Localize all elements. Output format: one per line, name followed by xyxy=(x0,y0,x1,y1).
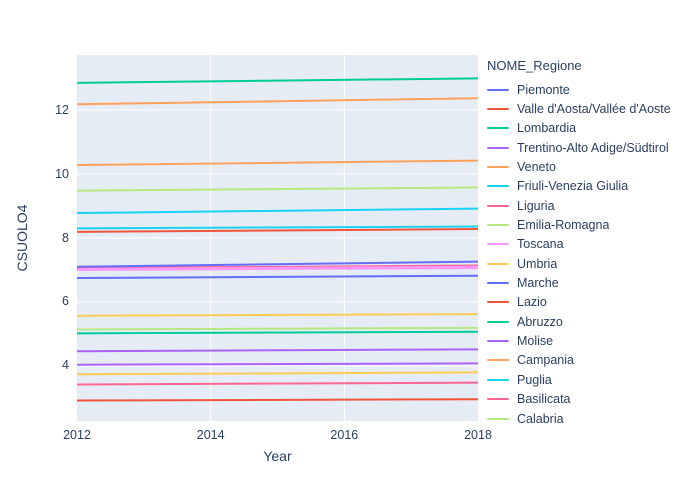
legend-item-label: Piemonte xyxy=(517,82,570,97)
trace-line-liguria[interactable] xyxy=(77,264,478,270)
legend-item-basilicata[interactable]: Basilicata xyxy=(487,390,697,409)
legend-item-label: Umbria xyxy=(517,256,558,271)
legend-item-calabria[interactable]: Calabria xyxy=(487,409,697,428)
trace-line-emilia-romagna[interactable] xyxy=(77,186,478,192)
legend-item-veneto[interactable]: Veneto xyxy=(487,157,697,176)
legend-swatch-line xyxy=(487,340,509,343)
y-axis-title: CSUOLO4 xyxy=(14,204,30,272)
trace-line-lazio[interactable] xyxy=(77,228,478,233)
x-tick-label-2014: 2014 xyxy=(196,428,225,442)
y-tick-label-12: 12 xyxy=(55,102,69,117)
legend-item-label: Friuli-Venezia Giulia xyxy=(517,179,629,194)
legend-swatch-line xyxy=(487,282,509,285)
legend-item-puglia[interactable]: Puglia xyxy=(487,370,697,389)
legend-item-label: Campania xyxy=(517,353,574,368)
legend-swatch-line xyxy=(487,301,509,304)
legend-item-campania[interactable]: Campania xyxy=(487,351,697,370)
legend-swatch-line xyxy=(487,243,509,246)
trace-line-campania[interactable] xyxy=(77,159,478,167)
legend-item-trentino-alto-adige-s-dtirol[interactable]: Trentino-Alto Adige/Südtirol xyxy=(487,138,697,157)
legend-item-label: Emilia-Romagna xyxy=(517,218,610,233)
x-tick-label-2018: 2018 xyxy=(464,428,492,442)
trace-line-unlabeled-18[interactable] xyxy=(77,267,478,271)
legend-title: NOME_Regione xyxy=(487,58,582,73)
legend-swatch-line xyxy=(487,224,509,227)
legend-swatch-line xyxy=(487,378,509,381)
trace-line-friuli-venezia-giulia[interactable] xyxy=(77,207,478,215)
legend: NOME_Regione Piemonte Valle d'Aosta/Vallé… xyxy=(487,58,697,428)
legend-item-label: Abruzzo xyxy=(517,314,563,329)
legend-item-valle-d-aosta-vall-e-d-aoste[interactable]: Valle d'Aosta/Vallée d'Aoste xyxy=(487,99,697,118)
legend-item-label: Lombardia xyxy=(517,121,577,136)
legend-swatch-line xyxy=(487,320,509,323)
trace-line-piemonte[interactable] xyxy=(77,274,478,279)
legend-item-lombardia[interactable]: Lombardia xyxy=(487,119,697,138)
legend-item-marche[interactable]: Marche xyxy=(487,273,697,292)
plot-area[interactable] xyxy=(77,55,478,421)
legend-item-label: Marche xyxy=(517,276,559,291)
legend-item-molise[interactable]: Molise xyxy=(487,331,697,350)
y-tick-label-8: 8 xyxy=(62,230,69,245)
legend-item-label: Liguria xyxy=(517,198,555,213)
legend-item-label: Molise xyxy=(517,334,554,349)
legend-item-label: Puglia xyxy=(517,372,552,387)
trace-line-unlabeled-19[interactable] xyxy=(77,371,478,376)
legend-swatch-line xyxy=(487,398,509,401)
legend-item-umbria[interactable]: Umbria xyxy=(487,254,697,273)
legend-item-label: Toscana xyxy=(517,237,564,252)
legend-item-toscana[interactable]: Toscana xyxy=(487,235,697,254)
legend-swatch-line xyxy=(487,166,509,169)
legend-item-emilia-romagna[interactable]: Emilia-Romagna xyxy=(487,215,697,234)
trace-line-umbria[interactable] xyxy=(77,313,478,317)
trace-line-molise[interactable] xyxy=(77,362,478,366)
legend-swatch-line xyxy=(487,146,509,149)
legend-item-label: Lazio xyxy=(517,295,547,310)
legend-item-label: Trentino-Alto Adige/Südtirol xyxy=(517,140,669,155)
legend-item-lazio[interactable]: Lazio xyxy=(487,293,697,312)
x-axis-title: Year xyxy=(263,448,292,464)
legend-item-liguria[interactable]: Liguria xyxy=(487,196,697,215)
trace-line-calabria[interactable] xyxy=(77,326,478,331)
legend-item-label: Calabria xyxy=(517,411,564,426)
trace-line-marche[interactable] xyxy=(77,260,478,268)
trace-line-trentino-alto-adige-s-dtirol[interactable] xyxy=(77,348,478,353)
trace-line-puglia[interactable] xyxy=(77,225,478,230)
legend-swatch-line xyxy=(487,88,509,91)
legend-items: Piemonte Valle d'Aosta/Vallée d'Aoste Lomb… xyxy=(487,80,697,428)
trace-line-basilicata[interactable] xyxy=(77,381,478,386)
legend-item-label: Veneto xyxy=(517,160,556,175)
legend-item-label: Basilicata xyxy=(517,392,571,407)
legend-swatch-line xyxy=(487,204,509,207)
legend-swatch-line xyxy=(487,359,509,362)
legend-swatch-line xyxy=(487,185,509,188)
trace-line-lombardia[interactable] xyxy=(77,77,478,84)
x-tick-label-2016: 2016 xyxy=(330,428,359,442)
trace-line-veneto[interactable] xyxy=(77,97,478,106)
legend-item-piemonte[interactable]: Piemonte xyxy=(487,80,697,99)
x-tick-label-2012: 2012 xyxy=(63,428,91,442)
trace-line-valle-d-aosta-vall-e-d-aoste[interactable] xyxy=(77,398,478,402)
y-tick-label-10: 10 xyxy=(55,166,69,181)
legend-item-label: Valle d'Aosta/Vallée d'Aoste xyxy=(517,102,671,117)
trace-line-abruzzo[interactable] xyxy=(77,330,478,335)
legend-swatch-line xyxy=(487,262,509,265)
legend-item-friuli-venezia-giulia[interactable]: Friuli-Venezia Giulia xyxy=(487,177,697,196)
plot-canvas[interactable] xyxy=(77,55,478,421)
y-tick-label-6: 6 xyxy=(62,294,69,309)
legend-swatch-line xyxy=(487,417,509,420)
legend-swatch-line xyxy=(487,127,509,130)
legend-swatch-line xyxy=(487,108,509,111)
legend-item-abruzzo[interactable]: Abruzzo xyxy=(487,312,697,331)
trace-line-toscana[interactable] xyxy=(77,265,478,271)
y-tick-label-4: 4 xyxy=(62,358,69,373)
